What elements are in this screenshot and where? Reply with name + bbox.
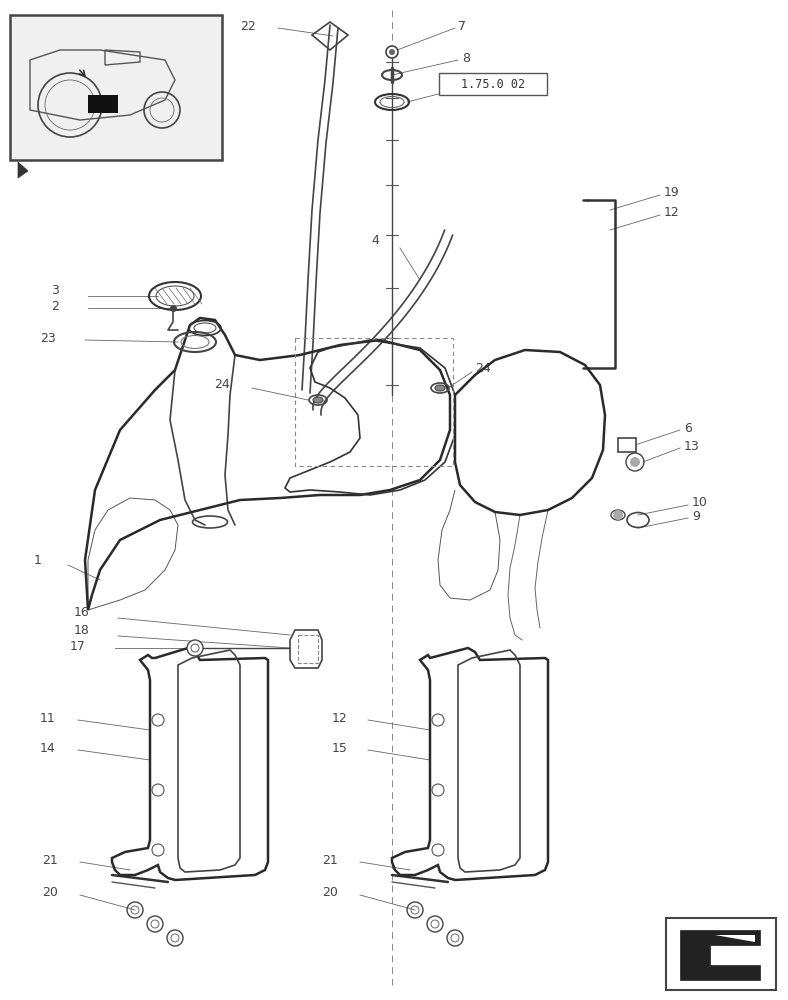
Text: 15: 15 [332, 742, 348, 754]
Bar [439, 73, 547, 95]
Text: 4: 4 [371, 233, 379, 246]
Text: 17: 17 [70, 640, 86, 652]
Text: 12: 12 [664, 206, 680, 219]
Circle shape [386, 46, 398, 58]
Text: 22: 22 [240, 19, 256, 32]
Text: 16: 16 [74, 605, 90, 618]
Text: 5: 5 [466, 80, 474, 93]
Text: 1.75.0 02: 1.75.0 02 [461, 78, 525, 91]
Text: 9: 9 [692, 510, 700, 522]
Text: 14: 14 [40, 742, 56, 754]
Bar [88, 95, 118, 113]
Text: 24: 24 [475, 361, 491, 374]
Text: 18: 18 [74, 624, 90, 637]
Text: 21: 21 [322, 854, 338, 866]
Bar [666, 918, 776, 990]
Bar [298, 635, 318, 663]
Bar [10, 15, 222, 160]
Text: 19: 19 [664, 186, 680, 198]
Text: 13: 13 [684, 440, 700, 452]
Text: 10: 10 [692, 495, 708, 508]
Polygon shape [680, 930, 760, 980]
Text: 6: 6 [684, 422, 692, 434]
Circle shape [389, 49, 395, 55]
Text: 12: 12 [332, 712, 348, 724]
Text: 21: 21 [42, 854, 58, 866]
Text: 1: 1 [34, 554, 42, 566]
Text: 20: 20 [42, 886, 58, 898]
Circle shape [613, 510, 623, 520]
Polygon shape [18, 162, 28, 178]
Text: 20: 20 [322, 886, 338, 898]
Text: 24: 24 [214, 378, 230, 391]
Polygon shape [715, 935, 755, 942]
Ellipse shape [313, 397, 323, 403]
Bar [618, 438, 636, 452]
Text: 11: 11 [40, 712, 56, 724]
Ellipse shape [435, 385, 445, 391]
Text: 8: 8 [462, 51, 470, 64]
Bar [295, 338, 453, 466]
Circle shape [187, 640, 203, 656]
Text: 2: 2 [51, 300, 59, 312]
Text: 23: 23 [40, 332, 56, 344]
Text: 3: 3 [51, 284, 59, 296]
Circle shape [630, 457, 640, 467]
Text: 7: 7 [458, 19, 466, 32]
